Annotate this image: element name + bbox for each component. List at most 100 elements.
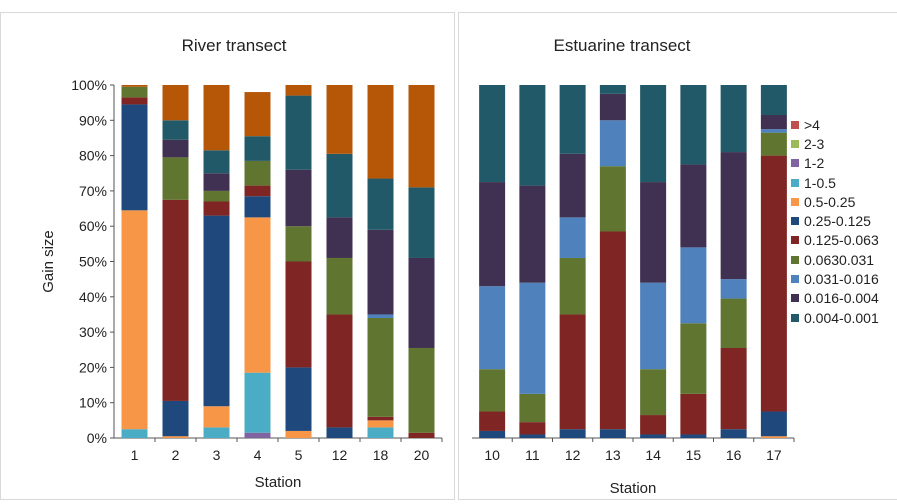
bar-segment-18-6 xyxy=(367,416,394,421)
bar-segment-10-5 xyxy=(479,430,506,438)
legend-item: 0.016-0.004 xyxy=(791,289,897,308)
x-tick-label: 4 xyxy=(254,447,262,463)
bar-segment-1-6 xyxy=(121,97,148,105)
legend-swatch xyxy=(791,120,799,129)
legend-item: 1-2 xyxy=(791,154,897,173)
bar-segment-4-4 xyxy=(244,217,271,373)
bar-segment-20-7 xyxy=(408,347,435,433)
legend-swatch xyxy=(791,255,799,264)
x-tick-label: 17 xyxy=(766,447,782,463)
legend-swatch xyxy=(791,236,799,245)
bar-segment-15-5 xyxy=(680,434,707,438)
bar-segment-16-5 xyxy=(720,429,747,438)
bar-segment-11-8 xyxy=(519,282,546,394)
bar-segment-4-3 xyxy=(244,372,271,433)
bar-segment-2-6 xyxy=(162,199,189,401)
bar-segment-13-6 xyxy=(599,231,626,430)
legend-label: 1-0.5 xyxy=(804,174,836,191)
x-tick-label: 1 xyxy=(131,447,139,463)
bar-segment-5-10 xyxy=(285,95,312,170)
bar-segment-3-9 xyxy=(203,173,230,191)
y-tick-label: 0% xyxy=(87,430,107,446)
bar-segment-10-6 xyxy=(479,411,506,431)
bar-segment-12-10 xyxy=(326,153,353,218)
legend-label: 0.5-0.25 xyxy=(804,193,856,210)
bar-segment-13-5 xyxy=(599,429,626,438)
bar-segment-11-9 xyxy=(519,185,546,283)
bar-segment-20-6 xyxy=(408,432,435,438)
bar-segment-10-8 xyxy=(479,286,506,370)
bar-segment-3-4 xyxy=(203,406,230,428)
legend-item: 0.125-0.063 xyxy=(791,231,897,250)
bar-segment-20-11 xyxy=(408,85,435,188)
bar-segment-17-9 xyxy=(760,115,787,130)
bar-segment-16-8 xyxy=(720,279,747,299)
y-tick-label: 20% xyxy=(79,359,107,375)
x-tick-label: 11 xyxy=(525,447,540,463)
bar-segment-12-11 xyxy=(326,85,353,154)
bar-segment-3-3 xyxy=(203,427,230,438)
legend-swatch xyxy=(791,217,799,226)
bar-segment-14-10 xyxy=(640,85,667,183)
legend-item: 0.5-0.25 xyxy=(791,192,897,211)
bar-segment-12-5 xyxy=(559,429,586,438)
bar-segment-15-7 xyxy=(680,323,707,394)
x-tick-label: 16 xyxy=(726,447,742,463)
bar-segment-18-3 xyxy=(367,427,394,438)
x-tick-label: 5 xyxy=(295,447,303,463)
bar-segment-17-5 xyxy=(760,411,787,437)
x-tick-label: 12 xyxy=(332,447,348,463)
bar-segment-1-3 xyxy=(121,429,148,438)
bar-segment-13-7 xyxy=(599,166,626,232)
bar-segment-2-7 xyxy=(162,157,189,200)
y-tick-label: 30% xyxy=(79,324,107,340)
bar-segment-1-5 xyxy=(121,104,148,211)
bar-segment-13-9 xyxy=(599,93,626,121)
bar-segment-17-4 xyxy=(760,436,787,438)
bar-segment-12-5 xyxy=(326,427,353,438)
bar-segment-10-7 xyxy=(479,369,506,412)
bar-segment-16-6 xyxy=(720,347,747,430)
legend-swatch xyxy=(791,159,799,168)
bar-segment-17-7 xyxy=(760,132,787,156)
bar-segment-2-4 xyxy=(162,436,189,438)
bar-segment-15-6 xyxy=(680,393,707,435)
bar-segment-15-8 xyxy=(680,247,707,324)
y-tick-label: 80% xyxy=(79,148,107,164)
legend-swatch xyxy=(791,197,799,206)
bar-segment-12-7 xyxy=(326,257,353,315)
x-tick-label: 15 xyxy=(686,447,702,463)
bar-segment-4-11 xyxy=(244,92,271,137)
x-axis-label: Station xyxy=(610,480,657,497)
bar-segment-13-10 xyxy=(599,85,626,94)
y-tick-label: 60% xyxy=(79,218,107,234)
bar-segment-14-7 xyxy=(640,369,667,416)
bar-segment-11-10 xyxy=(519,85,546,186)
bar-segment-5-4 xyxy=(285,430,312,438)
bar-segment-13-8 xyxy=(599,120,626,167)
legend-item: 0.25-0.125 xyxy=(791,211,897,230)
bar-segment-14-9 xyxy=(640,182,667,283)
bar-segment-16-10 xyxy=(720,85,747,153)
bar-segment-18-11 xyxy=(367,85,394,179)
legend-item: >4 xyxy=(791,115,897,134)
bar-segment-17-8 xyxy=(760,129,787,133)
legend-swatch xyxy=(791,294,799,303)
legend-label: 2-3 xyxy=(804,135,825,152)
x-tick-label: 3 xyxy=(213,447,221,463)
legend-label: 0.031-0.016 xyxy=(804,271,879,288)
bar-segment-5-7 xyxy=(285,226,312,262)
bar-segment-12-9 xyxy=(559,153,586,218)
y-axis-label: Gain size xyxy=(40,230,57,293)
bar-segment-18-7 xyxy=(367,317,394,417)
bar-segment-12-10 xyxy=(559,85,586,154)
legend-item: 2-3 xyxy=(791,134,897,153)
legend-swatch xyxy=(791,178,799,187)
legend-item: 0.031-0.016 xyxy=(791,269,897,288)
y-tick-label: 40% xyxy=(79,289,107,305)
x-tick-label: 10 xyxy=(484,447,500,463)
legend-swatch xyxy=(791,313,799,322)
bar-segment-2-9 xyxy=(162,139,189,158)
bar-segment-12-8 xyxy=(559,217,586,258)
bar-segment-11-6 xyxy=(519,422,546,435)
